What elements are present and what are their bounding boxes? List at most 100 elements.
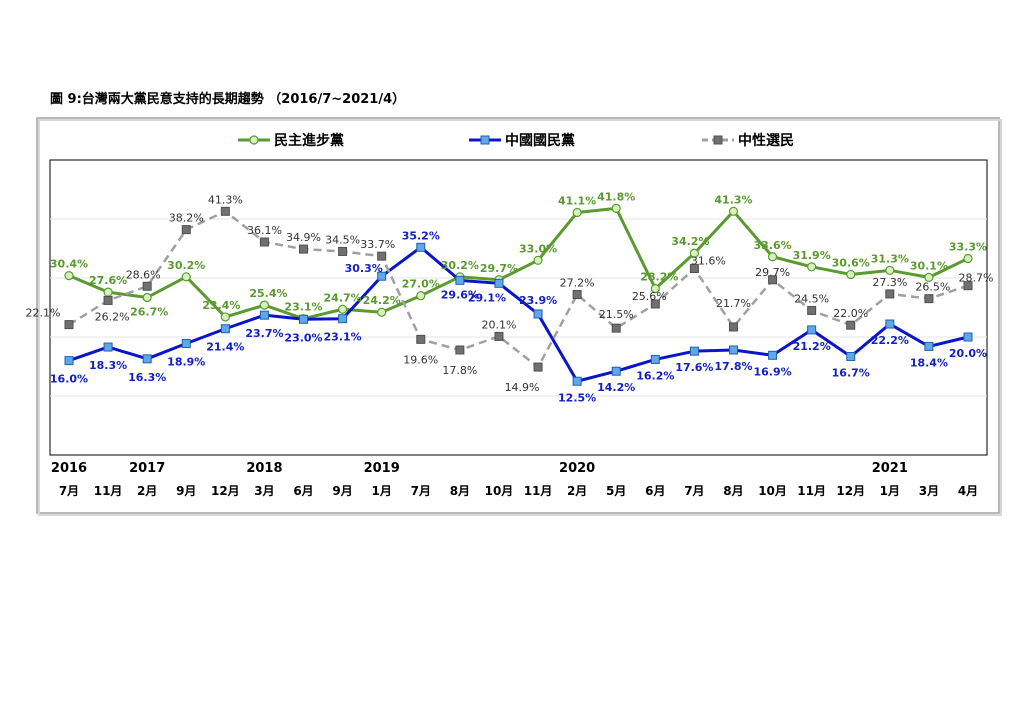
data-point	[377, 271, 387, 281]
year-label: 2018	[246, 461, 282, 476]
data-label: 38.2%	[169, 212, 204, 225]
data-point	[533, 255, 543, 265]
data-label: 23.0%	[284, 331, 322, 344]
x-tick-label: 2月	[137, 484, 157, 498]
data-point	[220, 312, 230, 322]
data-label: 33.6%	[753, 239, 791, 252]
data-point	[494, 331, 504, 341]
page-title: 圖 9:台灣兩大黨民意支持的長期趨勢 （2016/7~2021/4）	[50, 92, 406, 107]
data-label: 27.2%	[560, 277, 595, 290]
year-label: 2016	[51, 461, 87, 476]
x-tick-label: 6月	[293, 484, 313, 498]
data-label: 29.7%	[755, 266, 790, 279]
data-label: 34.5%	[325, 233, 360, 246]
data-point	[963, 253, 973, 264]
data-point	[611, 203, 621, 213]
data-point	[416, 291, 426, 301]
data-point	[64, 271, 74, 281]
plot-border	[49, 159, 988, 456]
data-point	[728, 206, 739, 216]
x-tick-label: 10月	[485, 484, 514, 498]
data-label: 12.5%	[558, 391, 596, 404]
data-point	[142, 354, 152, 364]
data-point	[299, 314, 309, 324]
data-label: 30.2%	[441, 259, 479, 272]
data-point	[650, 284, 660, 294]
data-label: 25.4%	[249, 287, 287, 300]
year-label: 2019	[364, 461, 400, 476]
x-tick-label: 11月	[797, 484, 826, 498]
data-point	[181, 272, 191, 282]
data-label: 35.2%	[402, 229, 440, 242]
data-label: 20.1%	[481, 318, 516, 331]
data-label: 17.6%	[675, 361, 713, 374]
data-label: 30.3%	[345, 262, 383, 275]
data-point	[807, 305, 817, 315]
data-point	[572, 207, 582, 218]
data-point	[846, 269, 856, 280]
series-line-0	[68, 206, 969, 321]
data-label: 16.3%	[128, 371, 166, 384]
data-label: 18.4%	[910, 356, 948, 369]
data-point	[259, 310, 269, 320]
data-label: 41.1%	[558, 195, 596, 208]
data-label: 28.2%	[640, 271, 678, 284]
data-label: 24.2%	[363, 294, 401, 307]
x-tick-label: 11月	[524, 484, 553, 498]
data-point	[963, 332, 973, 342]
x-tick-label: 1月	[372, 484, 392, 498]
x-tick-label: 8月	[723, 484, 743, 498]
data-point	[728, 322, 738, 332]
x-tick-label: 11月	[94, 484, 123, 498]
data-point	[728, 345, 738, 355]
chart-frame-shadow	[38, 119, 1002, 516]
data-label: 36.1%	[247, 224, 282, 237]
data-point	[64, 320, 74, 330]
data-label: 27.3%	[872, 276, 907, 289]
data-point	[650, 354, 660, 364]
data-label: 31.6%	[691, 255, 726, 268]
data-label: 29.7%	[480, 262, 518, 275]
data-label: 33.0%	[519, 242, 557, 255]
data-point	[533, 309, 543, 319]
data-label: 33.7%	[360, 238, 395, 251]
data-label: 25.6%	[632, 290, 667, 303]
data-point	[807, 262, 817, 272]
legend: 民主進步黨 中國國民黨 中性選民	[238, 132, 794, 149]
data-point	[220, 324, 230, 334]
legend-marker	[480, 135, 490, 145]
data-label: 26.5%	[915, 281, 950, 294]
x-tick-label: 5月	[606, 484, 626, 498]
data-label: 19.6%	[403, 353, 438, 366]
x-tick-label: 9月	[176, 484, 196, 498]
legend-marker	[713, 135, 723, 145]
data-point	[103, 287, 113, 297]
data-label: 27.6%	[89, 274, 127, 287]
data-point	[689, 248, 699, 258]
data-point	[338, 246, 348, 256]
data-point	[259, 237, 269, 247]
data-point	[494, 278, 504, 288]
data-point	[181, 225, 191, 235]
data-label: 16.9%	[753, 365, 791, 378]
data-point	[924, 341, 934, 351]
data-label: 18.3%	[89, 359, 127, 372]
year-label: 2021	[872, 461, 908, 476]
data-point	[924, 272, 934, 283]
x-tick-label: 2月	[567, 484, 587, 498]
data-point	[64, 356, 74, 366]
data-point	[885, 319, 895, 329]
x-tick-label: 3月	[919, 484, 939, 498]
x-tick-label: 9月	[332, 484, 352, 498]
data-label: 22.2%	[871, 334, 909, 347]
series-line-2	[68, 210, 969, 369]
data-label: 14.2%	[597, 381, 635, 394]
data-label: 30.2%	[167, 259, 205, 272]
data-point	[963, 281, 973, 291]
data-point	[181, 338, 191, 348]
data-label: 26.2%	[95, 310, 130, 323]
data-label: 23.4%	[202, 299, 240, 312]
data-point	[768, 275, 778, 285]
year-label: 2020	[559, 461, 595, 476]
